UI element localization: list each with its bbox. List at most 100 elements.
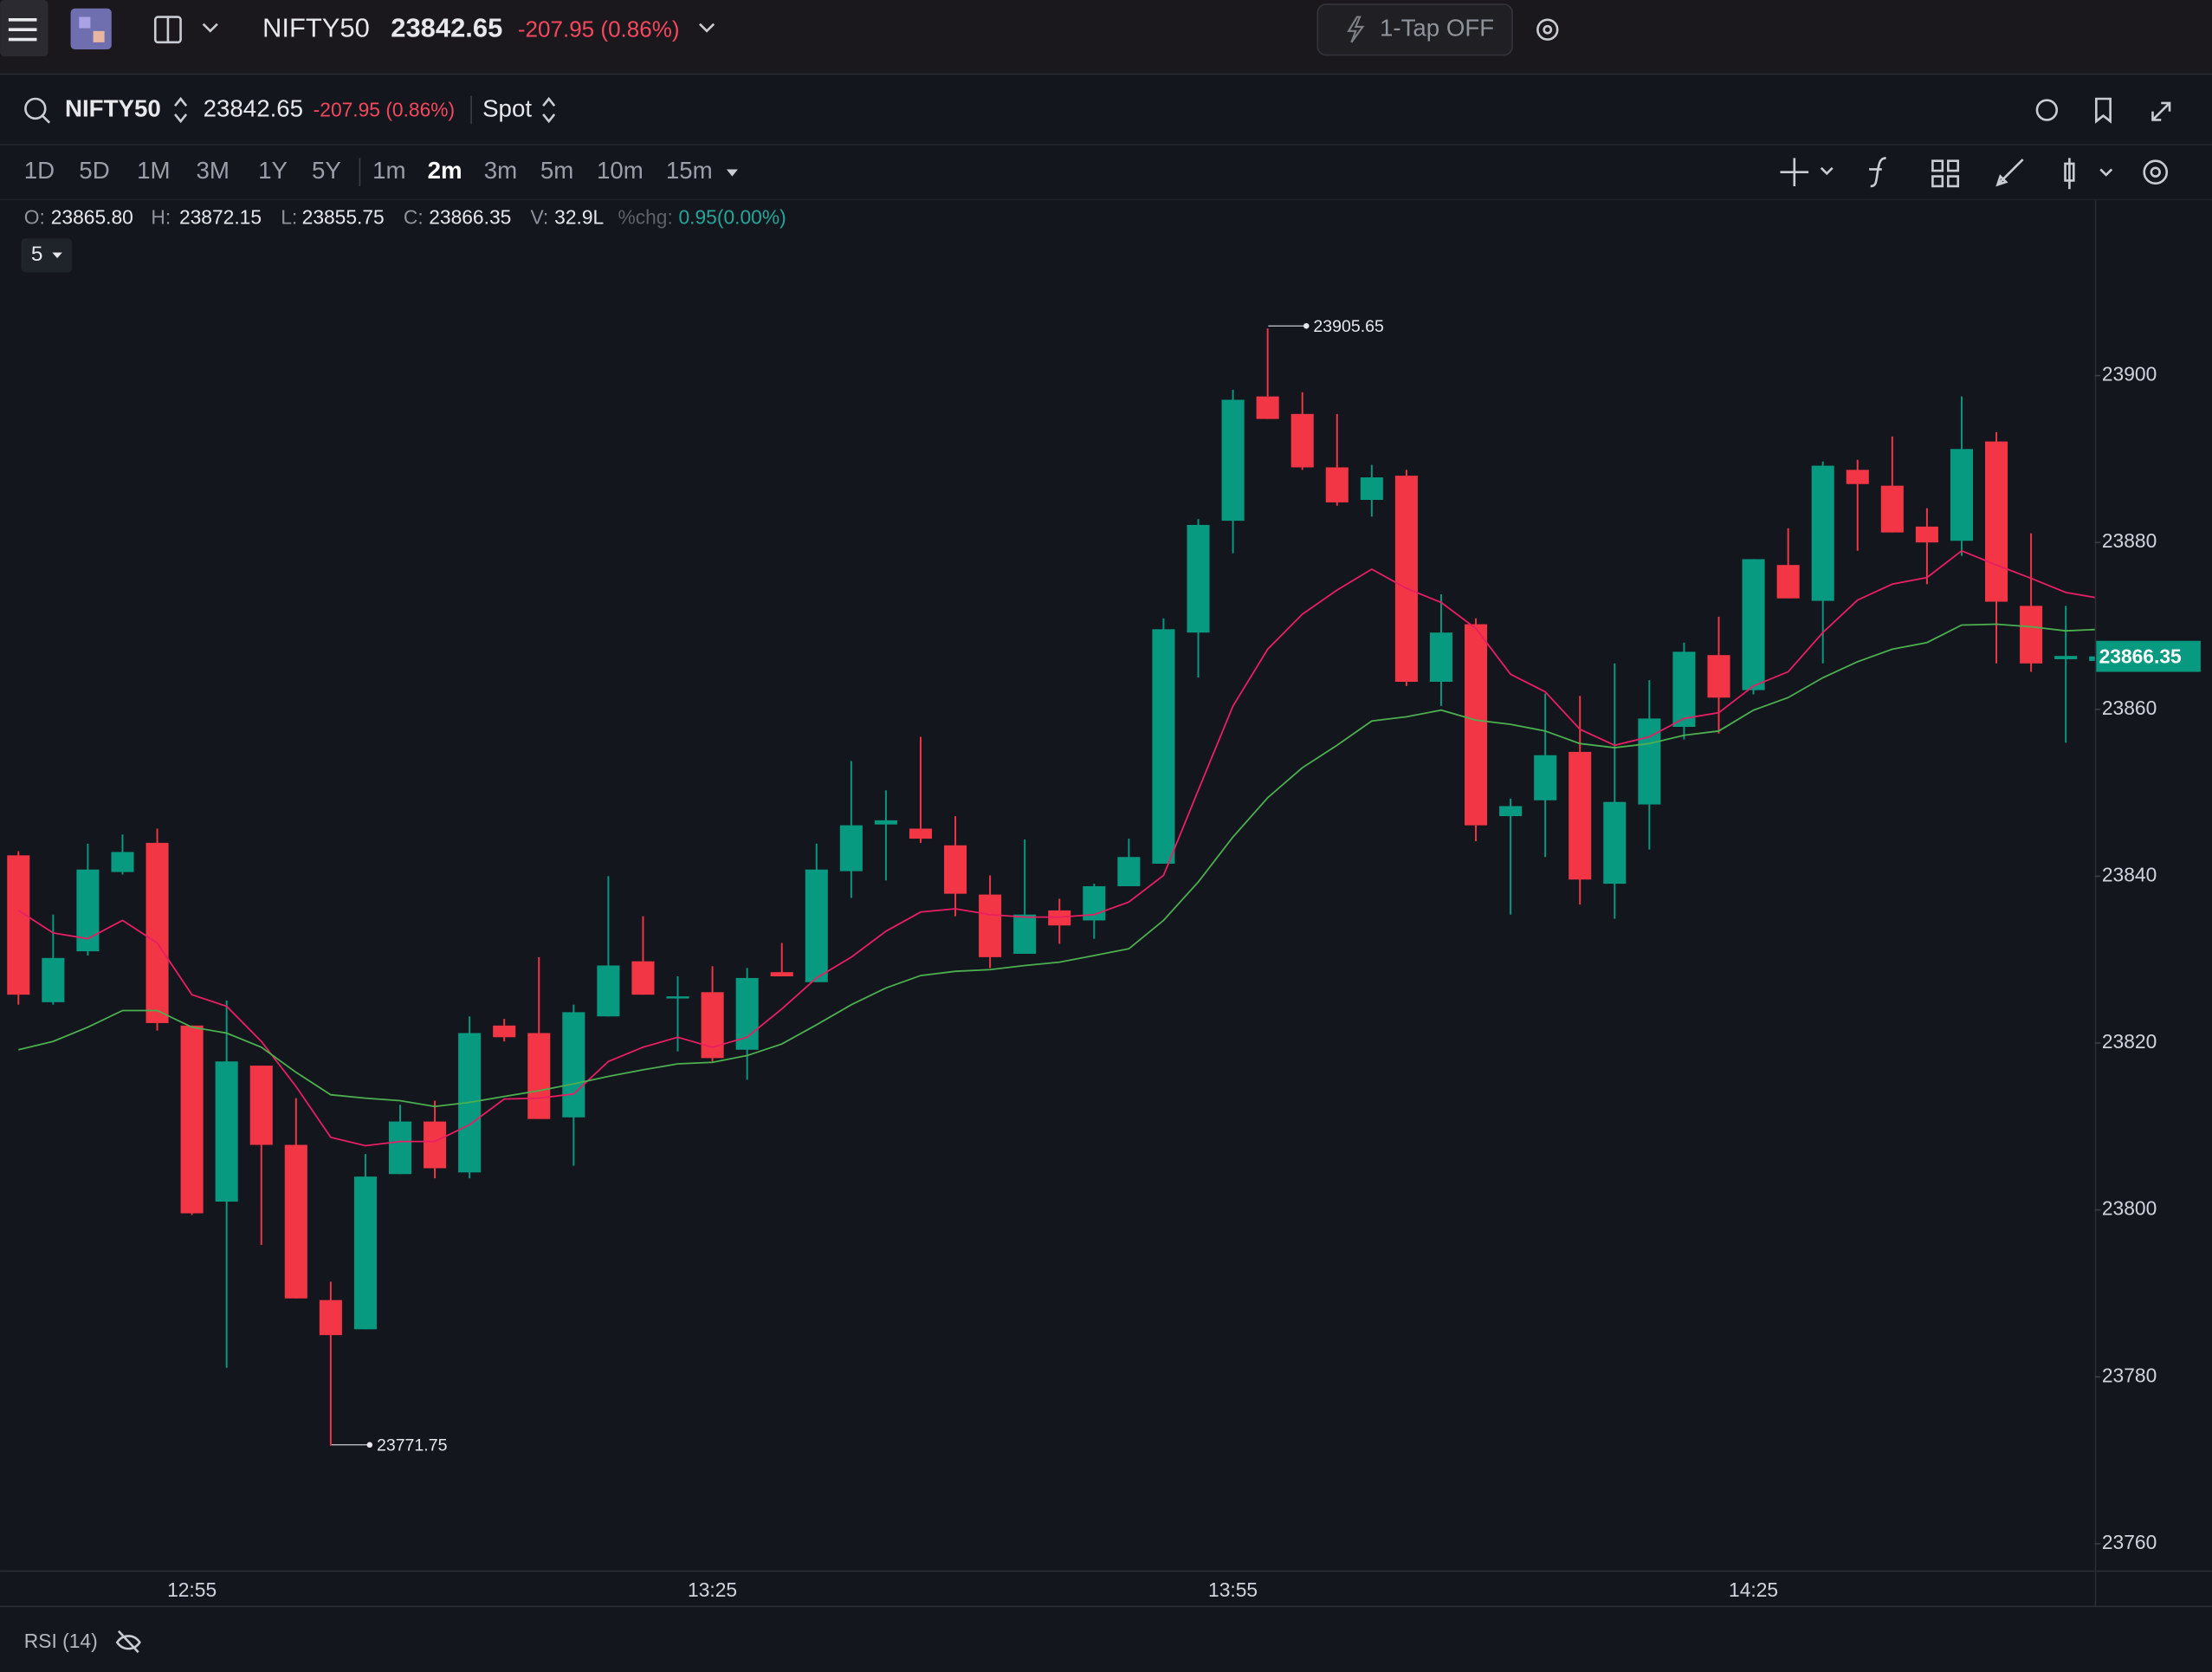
templates-icon[interactable]: [1931, 159, 1960, 188]
ohlc-label: L:: [281, 205, 297, 228]
y-tick-label: 23780: [2102, 1364, 2157, 1386]
ohlc-label: H:: [151, 205, 171, 228]
candle-body: [284, 1144, 307, 1299]
logo-part: [93, 30, 105, 42]
y-tick-label: 23860: [2102, 697, 2157, 719]
range[interactable]: 1Y: [258, 157, 288, 184]
ohlc-label: C:: [404, 205, 424, 228]
crosshair-icon[interactable]: [1780, 158, 1834, 186]
candle-body: [146, 842, 169, 1023]
range[interactable]: 1D: [24, 157, 55, 184]
chart-type-chevron: [2099, 168, 2113, 177]
moving-average-line: [17, 549, 2095, 1147]
hide-icon[interactable]: [115, 1630, 141, 1654]
ma-period-caret: [52, 252, 62, 259]
candle-body: [42, 957, 65, 1002]
symbol[interactable]: NIFTY50: [262, 12, 370, 42]
bookmark-icon[interactable]: [2095, 97, 2112, 124]
candle-body: [493, 1025, 516, 1038]
low-annotation: 23771.75: [377, 1436, 448, 1455]
x-tick-label: 12:55: [167, 1578, 217, 1601]
ohlc-label: V:: [530, 205, 548, 228]
range[interactable]: 5D: [79, 157, 109, 184]
y-tick-label: 23840: [2102, 863, 2157, 885]
price-change: -207.95 (0.86%): [314, 99, 455, 121]
range[interactable]: 3M: [196, 157, 229, 184]
candle-body: [701, 992, 724, 1059]
candle-body: [1048, 910, 1071, 926]
indicator-icon[interactable]: [1869, 157, 1886, 188]
x-tick-label: 14:25: [1729, 1578, 1778, 1601]
candle-body: [1950, 449, 1973, 541]
alarm-icon[interactable]: [2035, 99, 2059, 121]
candle-body: [2089, 656, 2095, 661]
ohlc-value: 23855.75: [302, 205, 385, 228]
symbol[interactable]: NIFTY50: [65, 94, 161, 121]
interval[interactable]: 10m: [597, 157, 644, 184]
candle-body: [1776, 565, 1800, 599]
y-tick-label: 23800: [2102, 1197, 2157, 1220]
y-tick-label: 23820: [2102, 1030, 2157, 1053]
candle-body: [1603, 801, 1627, 885]
candle-body: [666, 996, 689, 999]
candle-body: [1499, 806, 1523, 817]
search-icon[interactable]: [24, 97, 47, 120]
settings-icon[interactable]: [1536, 18, 1559, 41]
candle-body: [1707, 655, 1730, 698]
ohlc-label: %chg:: [618, 205, 672, 228]
layout-chevron: [166, 16, 218, 42]
ohlc-value: 32.9L: [554, 205, 604, 228]
candle-body: [1846, 470, 1869, 484]
search-handle: [42, 114, 51, 124]
candle-body: [2054, 656, 2078, 659]
candle-body: [1117, 857, 1141, 886]
draw-icon[interactable]: [1995, 159, 2024, 187]
chart-type-icon[interactable]: [2064, 158, 2079, 190]
candle-body: [562, 1012, 585, 1118]
interval[interactable]: 3m: [484, 157, 517, 184]
moving-average-line: [18, 623, 2095, 1108]
candle-body: [388, 1121, 412, 1175]
ma-period-button[interactable]: [21, 238, 73, 273]
logo[interactable]: [70, 8, 112, 50]
interval[interactable]: 15m: [666, 157, 713, 184]
chart-settings-icon[interactable]: [2143, 159, 2169, 185]
menu-icon: [8, 18, 37, 42]
candle-body: [1985, 441, 2008, 602]
annotation-dot: [366, 1442, 373, 1448]
candle-body: [215, 1061, 238, 1202]
one-tap-button[interactable]: [1316, 3, 1513, 56]
top-bar: [0, 0, 2212, 74]
chart-settings-core: [2150, 166, 2161, 178]
symbol-chevron[interactable]: [699, 23, 715, 33]
ohlc-value: 0.95(0.00%): [679, 205, 786, 228]
candle-body: [944, 845, 967, 894]
interval-caret[interactable]: [726, 169, 738, 177]
segment[interactable]: Spot: [482, 94, 532, 121]
range[interactable]: 5Y: [312, 157, 341, 184]
candle-body: [424, 1121, 447, 1169]
ohlc-value: 23872.15: [179, 205, 262, 228]
interval[interactable]: 1m: [372, 157, 405, 184]
expand-icon[interactable]: [2151, 101, 2171, 121]
ohlc-value: 23866.35: [429, 205, 511, 228]
range[interactable]: 1M: [137, 157, 170, 184]
candle-body: [111, 852, 134, 872]
candle-body: [1152, 629, 1175, 864]
ma-period: 5: [31, 243, 43, 266]
candle-body: [874, 820, 897, 825]
candle-body: [1811, 465, 1834, 601]
price: 23842.65: [204, 94, 303, 121]
candle-body: [2020, 606, 2043, 664]
annotation-dot: [1303, 322, 1310, 329]
interval[interactable]: 5m: [540, 157, 573, 184]
plot-area: [7, 328, 2095, 1446]
candle-body: [1187, 524, 1210, 633]
last-price-tag: [2096, 640, 2201, 672]
interval-active[interactable]: 2m: [428, 157, 462, 184]
ohlc-value: 23865.80: [51, 205, 133, 228]
candle-body: [1429, 632, 1453, 683]
candle-body: [597, 965, 620, 1017]
